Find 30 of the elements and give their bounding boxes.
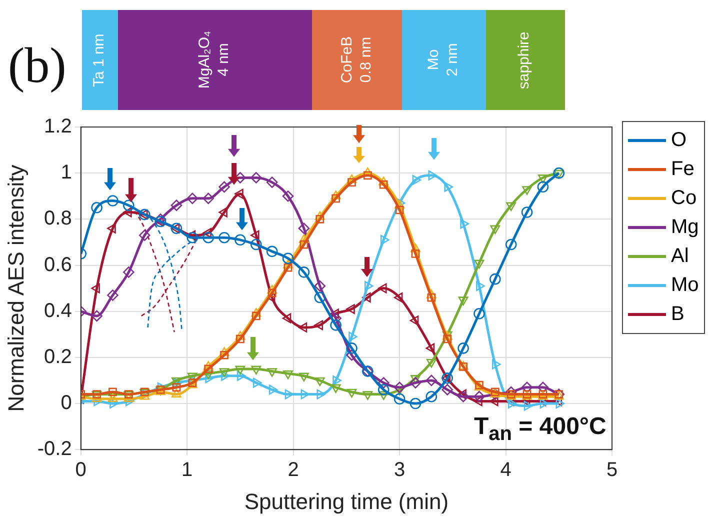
y-tick-label: 0.8 (44, 208, 72, 230)
x-axis-title: Sputtering time (min) (244, 488, 449, 514)
text: CoFeB 0.8 nm (338, 36, 376, 84)
legend-label: Mg (671, 216, 699, 239)
y-tick-label: 1.2 (44, 116, 72, 138)
text: sapphire (516, 31, 534, 89)
y-tick-label: 0.6 (44, 254, 72, 276)
legend-label: Co (671, 187, 697, 210)
legend-label: Fe (671, 158, 694, 181)
x-tick-label: 1 (182, 459, 193, 482)
x-tick-label: 2 (288, 459, 299, 482)
y-tick-label: 0 (60, 392, 72, 414)
text: (b) (8, 36, 66, 94)
legend-label: B (671, 303, 684, 326)
y-axis-title: Normalized AES intensity (3, 164, 28, 412)
x-tick-label: 3 (394, 459, 406, 482)
text: Ta 1 nm (90, 33, 109, 87)
text: Mo 2 nm (425, 43, 462, 77)
y-tick-label: 0.2 (44, 346, 72, 368)
legend-label: Mo (671, 274, 699, 297)
y-tick-label: 0.4 (44, 300, 72, 322)
legend-label: Al (671, 245, 689, 268)
y-tick-label: -0.2 (37, 438, 72, 460)
legend-label: O (671, 129, 687, 152)
annotation: T$_{an}$ = 400°C (474, 412, 606, 446)
x-tick-label: 5 (606, 459, 618, 482)
x-tick-label: 0 (75, 459, 86, 482)
text: MgAl₂O₄ 4 nm (196, 31, 234, 89)
y-tick-label: 1 (60, 162, 72, 184)
x-tick-label: 4 (500, 459, 512, 482)
